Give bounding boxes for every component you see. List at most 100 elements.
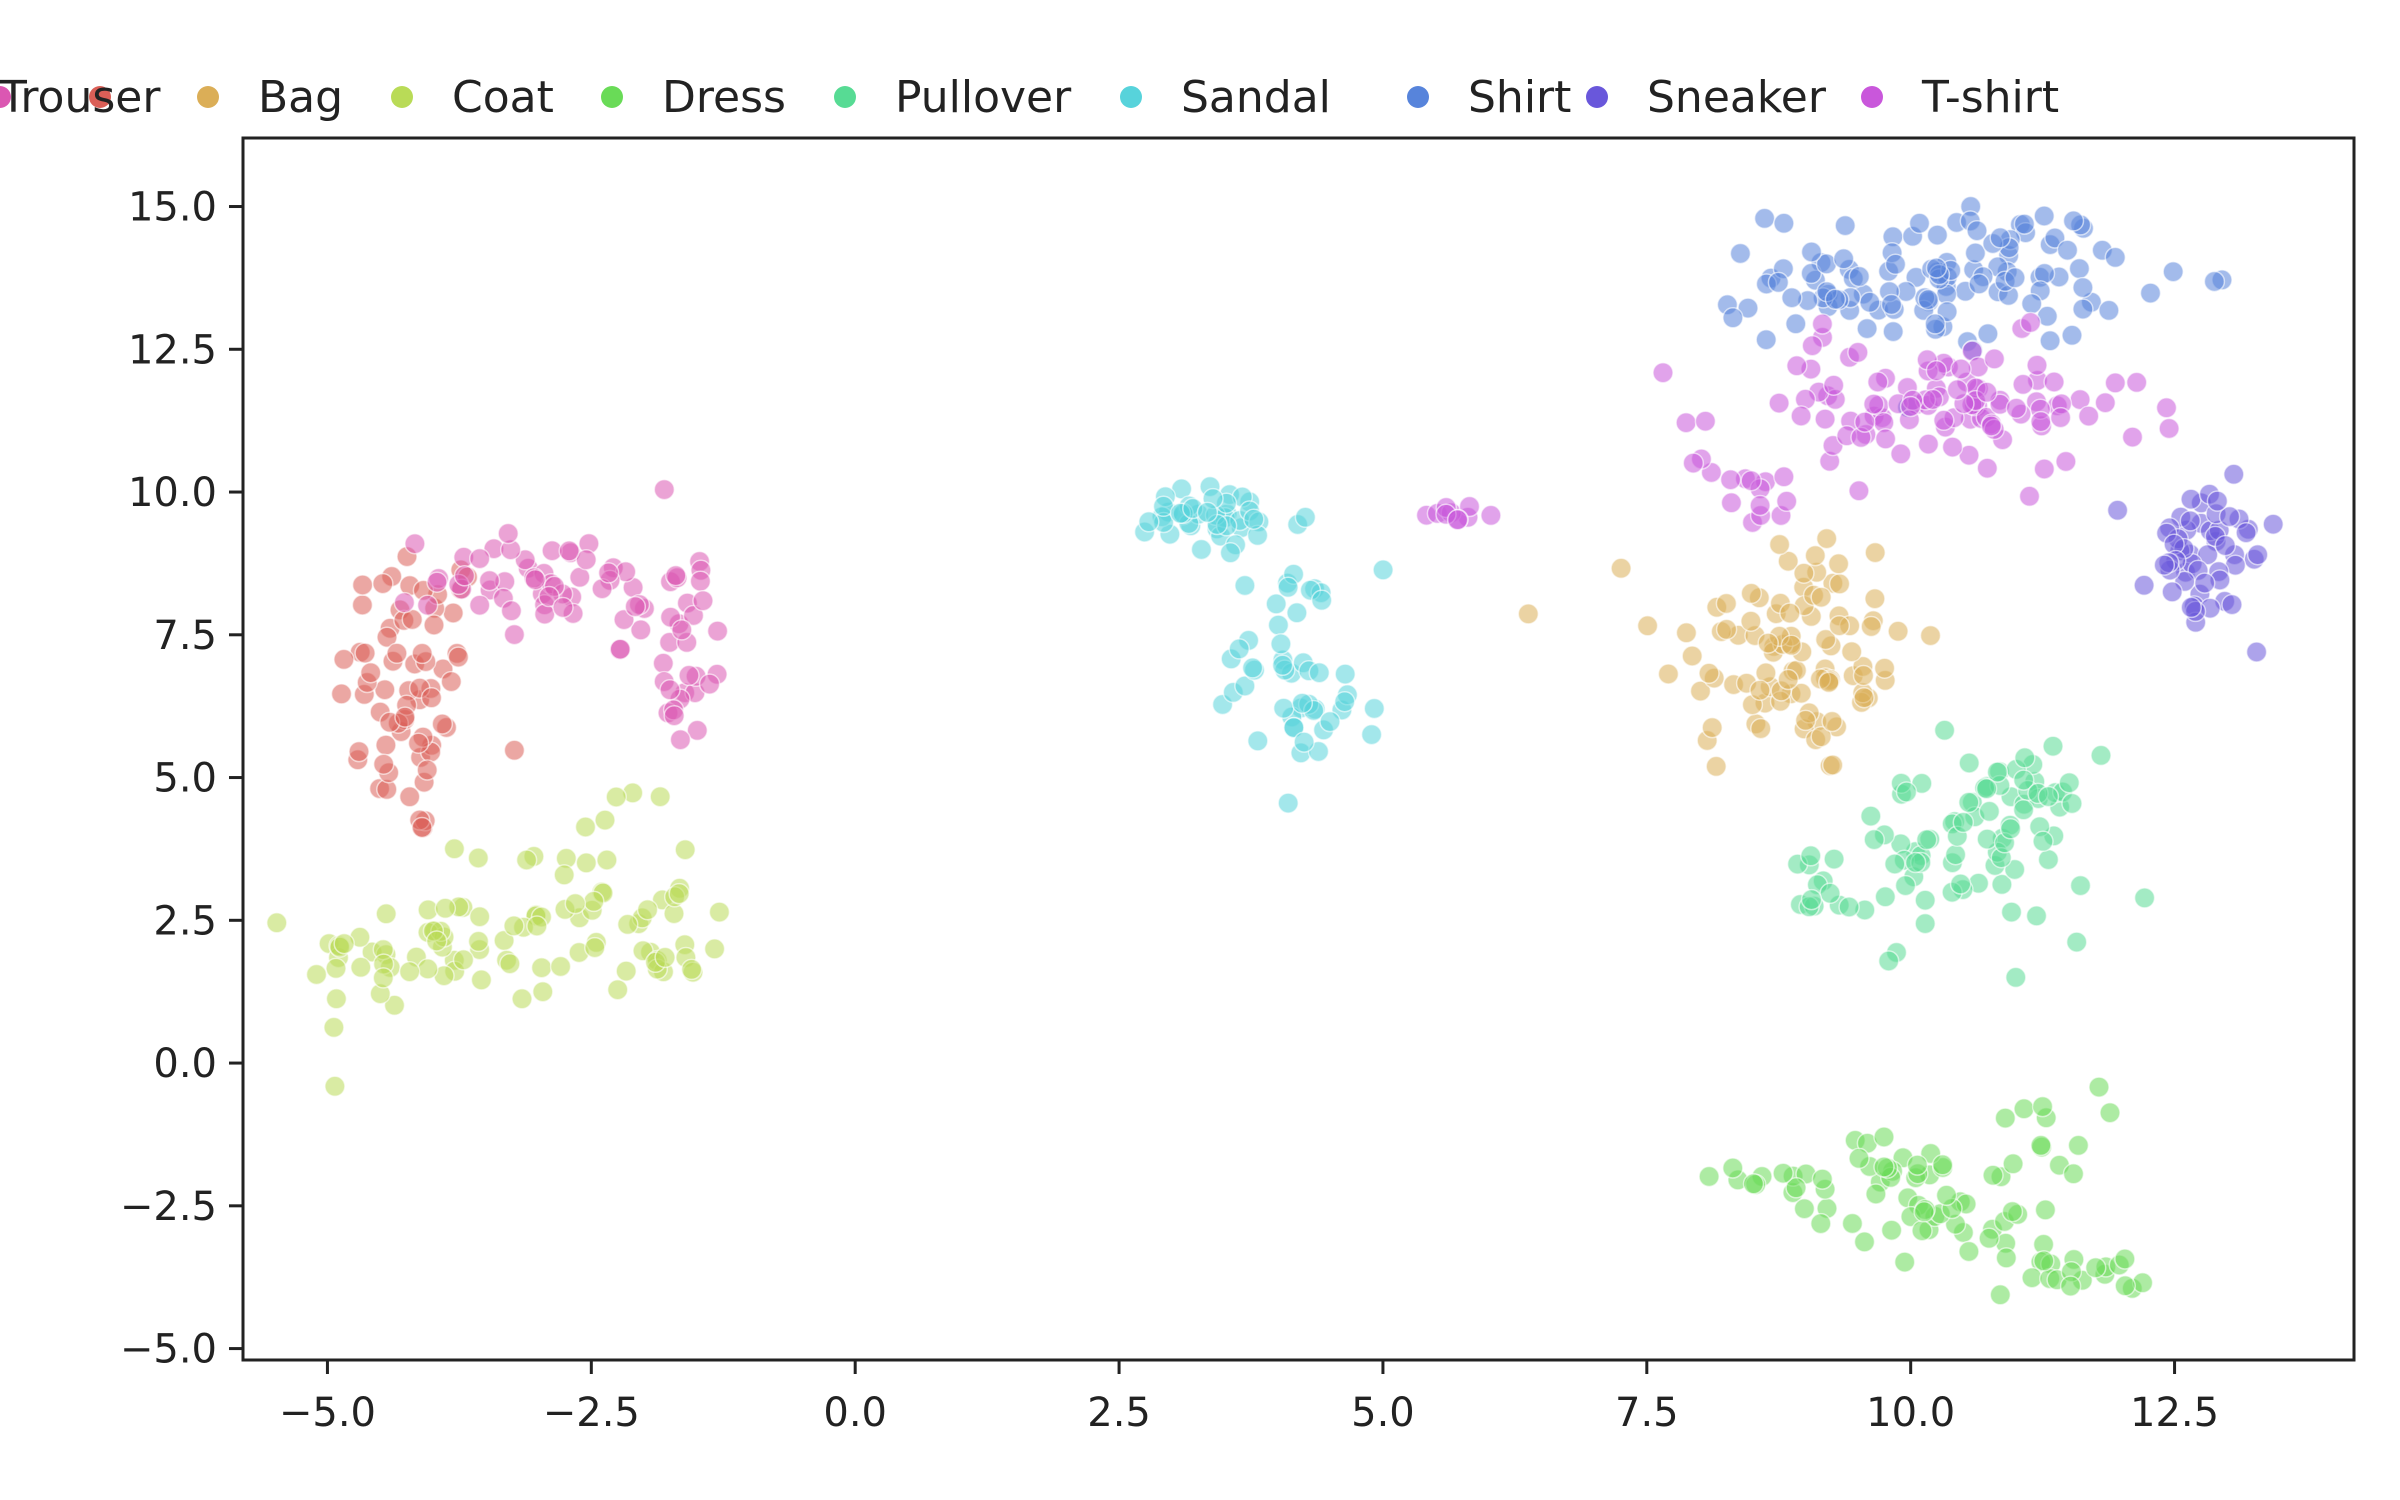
scatter-point-shirt xyxy=(1800,241,1823,263)
scatter-point-sandal xyxy=(1196,501,1219,524)
scatter-point-pullover xyxy=(1975,777,1998,800)
scatter-point-pullover xyxy=(2133,887,2156,909)
scatter-point-pullover xyxy=(2037,848,2060,871)
scatter-point-bag xyxy=(1810,586,1832,608)
scatter-point-unlabeled xyxy=(348,740,370,763)
scatter-point-shirt xyxy=(1859,291,1881,314)
scatter-point-dress xyxy=(1698,1165,1720,1188)
scatter-point-coat xyxy=(526,915,548,937)
scatter-point-coat xyxy=(553,864,575,886)
legend-label: T-shirt xyxy=(1921,72,2059,123)
scatter-point-t-shirt xyxy=(2049,406,2072,429)
scatter-point-pullover xyxy=(2025,905,2048,927)
scatter-point-sneaker xyxy=(2262,513,2284,535)
scatter-point-shirt xyxy=(1753,207,1776,230)
scatter-point-coat xyxy=(398,960,421,983)
scatter-point-unlabeled xyxy=(330,683,353,705)
scatter-point-bag xyxy=(1779,602,1801,624)
scatter-point-coat xyxy=(636,898,659,921)
scatter-point-bag xyxy=(1852,664,1875,687)
scatter-point-sandal xyxy=(1271,654,1294,677)
scatter-point-coat xyxy=(674,838,696,861)
y-axis: −5.0 −2.5 0.0 2.5 5.0 7.5 10.0 12.5 15.0 xyxy=(120,185,243,1373)
scatter-point-shirt xyxy=(1926,224,1949,246)
scatter-point-dress xyxy=(2002,1153,2024,1175)
scatter-point-shirt xyxy=(1755,328,1777,351)
scatter-point-dress xyxy=(2021,1266,2043,1289)
scatter-point-t-shirt xyxy=(1983,348,2006,370)
scatter-point-coat xyxy=(503,915,525,937)
scatter-point-unlabeled xyxy=(440,670,463,693)
scatter-point-t-shirt xyxy=(1811,313,1834,335)
legend-label: Sneaker xyxy=(1647,72,1827,123)
scatter-point-pullover xyxy=(2069,874,2092,897)
scatter-point-coat xyxy=(425,930,448,952)
scatter-point-t-shirt xyxy=(1874,428,1897,450)
scatter-point-t-shirt xyxy=(1863,393,1885,415)
scatter-point-pullover xyxy=(2012,799,2035,821)
scatter-point-sandal xyxy=(1333,690,1356,713)
x-tick-label: 5.0 xyxy=(1351,1390,1415,1436)
scatter-point-t-shirt xyxy=(1694,410,1717,432)
scatter-point-t-shirt xyxy=(1768,392,1790,414)
plot-area-frame xyxy=(241,136,2356,1362)
scatter-point-sandal xyxy=(1234,574,1256,597)
scatter-point-trouser xyxy=(514,549,536,571)
scatter-point-dress xyxy=(1935,1184,1958,1207)
scatter-point-sneaker xyxy=(2180,488,2202,510)
scatter-point-sandal xyxy=(1190,538,1213,561)
scatter-point-pullover xyxy=(1914,912,1936,935)
scatter-point-pullover xyxy=(1863,828,1885,851)
scatter-point-t-shirt xyxy=(1480,504,1502,527)
scatter-point-coat xyxy=(417,958,439,980)
scatter-point-sandal xyxy=(1360,723,1383,746)
scatter-point-t-shirt xyxy=(1814,408,1836,430)
scatter-point-coat xyxy=(325,957,347,980)
scatter-point-dress xyxy=(1994,1107,2017,1129)
scatter-point-t-shirt xyxy=(2055,450,2077,473)
scatter-point-sneaker xyxy=(2206,490,2229,512)
scatter-point-bag xyxy=(1828,614,1851,637)
scatter-point-coat xyxy=(680,958,703,981)
scatter-point-shirt xyxy=(1781,286,1803,309)
scatter-point-dress xyxy=(1893,1251,1916,1273)
legend-label: Shirt xyxy=(1468,72,1571,123)
scatter-point-shirt xyxy=(1924,313,1946,335)
scatter-point-bag xyxy=(1740,582,1763,605)
scatter-point-dress xyxy=(2013,1098,2035,1120)
scatter-point-dress xyxy=(2088,1076,2110,1098)
scatter-point-t-shirt xyxy=(1917,433,1940,455)
scatter-point-pullover xyxy=(1933,719,1956,742)
scatter-point-t-shirt xyxy=(2018,485,2041,508)
scatter-point-dress xyxy=(2114,1275,2136,1297)
scatter-point-trouser xyxy=(653,478,676,501)
scatter-point-t-shirt xyxy=(1921,388,1944,411)
legend-label: Coat xyxy=(452,72,554,123)
scatter-point-bag xyxy=(1815,527,1838,550)
scatter-point-bag xyxy=(1715,618,1738,641)
scatter-point-trouser xyxy=(609,638,632,660)
scatter-point-dress xyxy=(1722,1157,1744,1179)
scatter-point-pullover xyxy=(2037,785,2060,808)
scatter-point-t-shirt xyxy=(1941,436,1964,458)
scatter-point-unlabeled xyxy=(372,572,394,595)
scatter-point-bag xyxy=(1840,640,1863,663)
scatter-point-coat xyxy=(596,849,618,871)
scatter-point-bag xyxy=(1750,717,1772,740)
scatter-point-dress xyxy=(1772,1162,1794,1184)
scatter-point-shirt xyxy=(2203,270,2226,293)
legend-label: Trouser xyxy=(0,72,161,123)
scatter-point-sandal xyxy=(1277,576,1299,599)
scatter-point-unlabeled xyxy=(386,642,408,665)
scatter-point-shirt xyxy=(1729,242,1752,265)
scatter-point-sandal xyxy=(1308,661,1331,684)
scatter-point-bag xyxy=(1794,709,1817,732)
scatter-point-sandal xyxy=(1138,511,1160,533)
scatter-point-t-shirt xyxy=(2094,391,2117,414)
scatter-point-t-shirt xyxy=(2077,405,2100,427)
scatter-point-pullover xyxy=(1860,805,1882,827)
scatter-point-coat xyxy=(323,1016,345,1039)
scatter-point-trouser xyxy=(524,568,546,591)
legend-label: Pullover xyxy=(895,72,1072,123)
scatter-point-t-shirt xyxy=(1773,466,1795,488)
